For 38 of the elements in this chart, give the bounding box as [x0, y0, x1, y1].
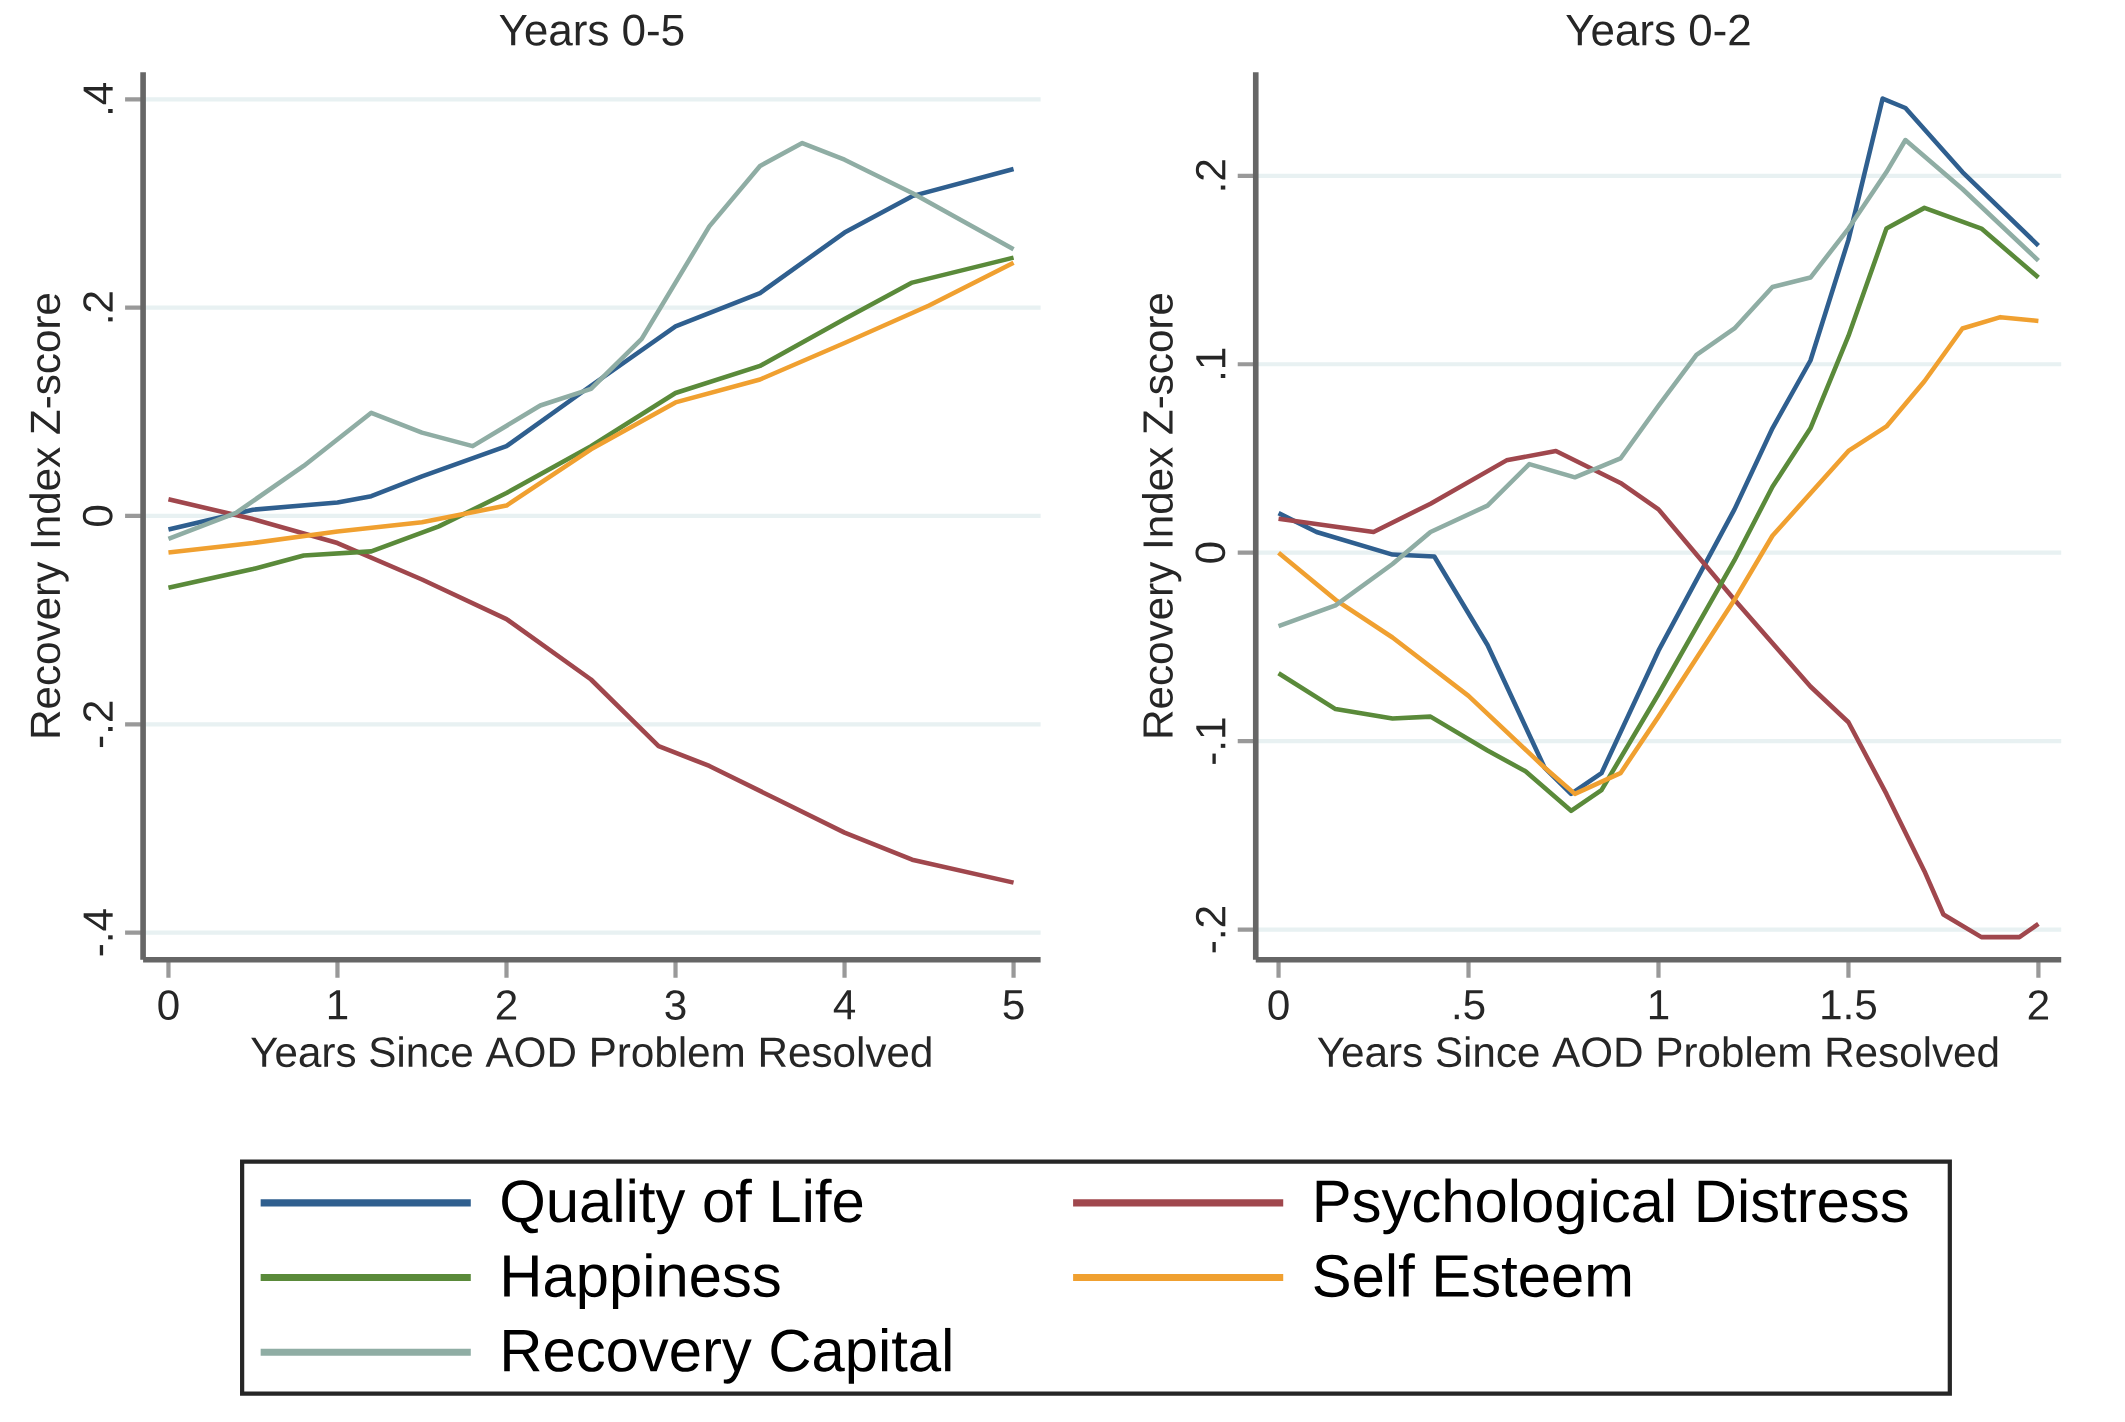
x-tick-label: 2	[496, 990, 517, 1020]
y-axis-title: Recovery Index Z-score	[1141, 293, 1182, 737]
x-tick-label: 1	[1649, 990, 1669, 1020]
chart-title: Years 0-5	[499, 14, 684, 46]
y-tick-label: .2	[83, 292, 113, 322]
line-series	[1276, 137, 2041, 629]
legend-label: Happiness	[504, 1253, 780, 1309]
y-tick-label: -.4	[83, 909, 113, 956]
y-tick-label: 0	[82, 505, 113, 527]
x-tick-label: 1	[328, 990, 348, 1020]
y-tick-label: 0	[1195, 542, 1226, 563]
x-tick-label: 5	[1003, 990, 1024, 1020]
x-axis-title: Years Since AOD Problem Resolved	[1317, 1036, 1998, 1068]
y-tick-label: -.1	[1196, 718, 1226, 764]
line-series	[166, 497, 1016, 885]
x-tick-label: 0	[1268, 990, 1289, 1020]
legend-label: Quality of Life	[502, 1178, 863, 1235]
chart-title: Years 0-2	[1566, 14, 1750, 46]
x-axis-title: Years Since AOD Problem Resolved	[251, 1036, 931, 1068]
x-tick-label: 4	[833, 990, 856, 1020]
line-series	[1276, 314, 2041, 797]
legend-label: Psychological Distress	[1316, 1178, 1908, 1235]
x-tick-label: 0	[158, 990, 179, 1020]
line-series	[1276, 448, 2041, 940]
y-tick-label: -.2	[1195, 907, 1226, 953]
line-series	[1276, 205, 2041, 814]
y-axis-title: Recovery Index Z-score	[29, 293, 69, 737]
x-tick-label: 3	[665, 990, 686, 1020]
y-tick-label: .4	[83, 82, 113, 114]
y-tick-label: .2	[1195, 160, 1226, 190]
y-tick-label: .1	[1196, 348, 1226, 378]
x-tick-label: .5	[1454, 990, 1485, 1020]
legend-label: Recovery Capital	[504, 1327, 951, 1384]
line-series	[1276, 96, 2041, 797]
x-tick-label: 2	[2028, 990, 2049, 1020]
y-tick-label: -.2	[83, 701, 113, 748]
legend-label: Self Esteem	[1314, 1253, 1631, 1298]
x-tick-label: 1.5	[1822, 990, 1876, 1020]
